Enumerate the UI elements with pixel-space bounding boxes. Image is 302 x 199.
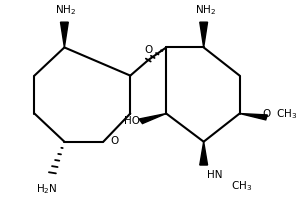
Text: NH$_2$: NH$_2$: [194, 4, 216, 17]
Polygon shape: [200, 22, 207, 47]
Text: HN: HN: [207, 170, 222, 180]
Polygon shape: [200, 142, 207, 165]
Text: O: O: [144, 45, 153, 55]
Polygon shape: [239, 113, 267, 120]
Polygon shape: [139, 113, 166, 124]
Text: CH$_3$: CH$_3$: [275, 108, 297, 121]
Text: HO: HO: [124, 116, 140, 126]
Text: O: O: [262, 109, 270, 119]
Text: NH$_2$: NH$_2$: [55, 4, 76, 17]
Text: O: O: [111, 136, 119, 146]
Polygon shape: [60, 22, 68, 47]
Text: CH$_3$: CH$_3$: [231, 180, 252, 193]
Text: H$_2$N: H$_2$N: [36, 182, 57, 196]
